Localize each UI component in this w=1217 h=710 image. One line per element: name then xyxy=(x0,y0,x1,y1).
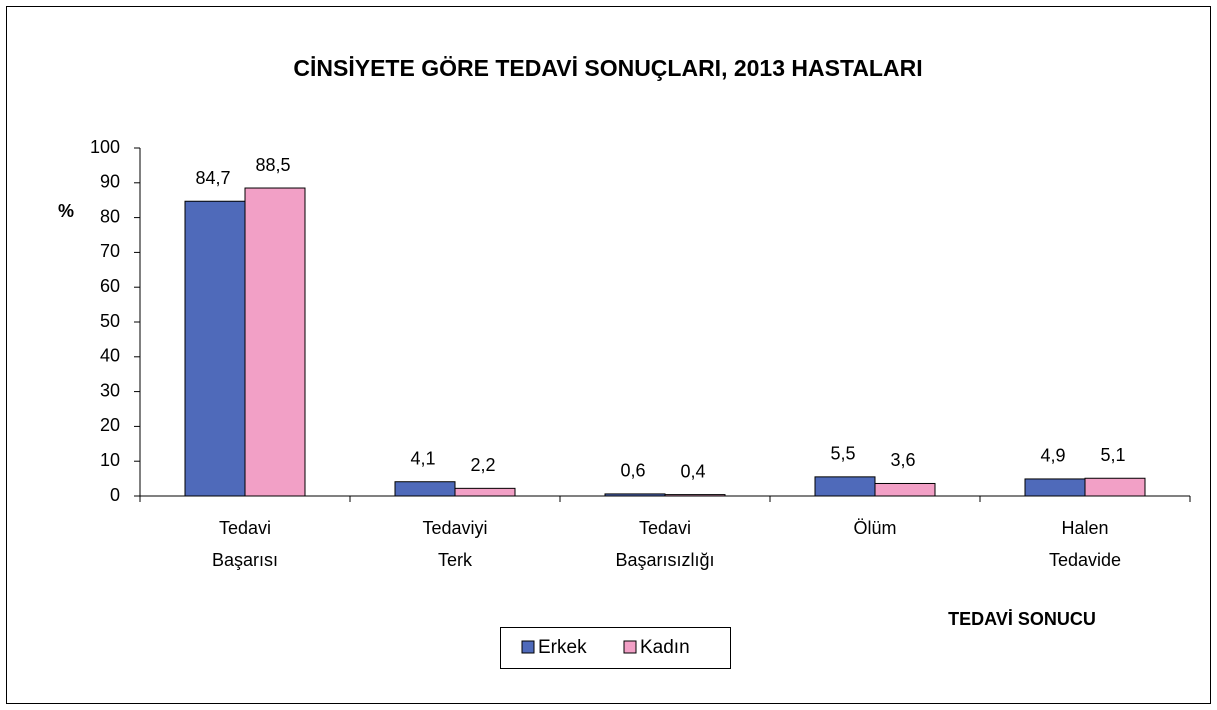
x-tick-label: Tedavi xyxy=(639,518,691,538)
y-tick-label: 40 xyxy=(100,346,120,366)
bar xyxy=(874,482,936,497)
y-tick-label: 80 xyxy=(100,206,120,226)
y-tick-label: 20 xyxy=(100,415,120,435)
x-tick-label: Tedavide xyxy=(1049,550,1121,570)
value-label: 84,7 xyxy=(195,168,230,188)
y-tick-label: 60 xyxy=(100,276,120,296)
y-tick-label: 10 xyxy=(100,450,120,470)
y-tick-label: 100 xyxy=(90,137,120,157)
y-tick-label: 90 xyxy=(100,172,120,192)
bar xyxy=(664,494,726,497)
x-axis-label: TEDAVİ SONUCU xyxy=(948,609,1096,629)
value-label: 3,6 xyxy=(890,450,915,470)
value-label: 88,5 xyxy=(255,155,290,175)
bar xyxy=(394,481,456,497)
bar xyxy=(1084,477,1146,497)
x-tick-label: Başarısızlığı xyxy=(615,550,714,570)
bar xyxy=(814,476,876,497)
bar xyxy=(1024,478,1086,497)
bar xyxy=(184,200,246,497)
legend-label: Kadın xyxy=(640,637,690,658)
x-tick-label: Ölüm xyxy=(853,518,896,538)
y-tick-label: 70 xyxy=(100,241,120,261)
y-tick-label: 50 xyxy=(100,311,120,331)
legend-swatch xyxy=(521,640,535,654)
bar xyxy=(604,493,666,497)
legend-swatch xyxy=(623,640,637,654)
bar xyxy=(454,487,516,497)
legend-label: Erkek xyxy=(538,637,587,658)
x-tick-label: Tedaviyi xyxy=(422,518,487,538)
bar xyxy=(244,187,306,497)
value-label: 0,6 xyxy=(620,461,645,481)
value-label: 4,9 xyxy=(1040,446,1065,466)
value-label: 0,4 xyxy=(680,461,705,481)
chart-title: CİNSİYETE GÖRE TEDAVİ SONUÇLARI, 2013 HA… xyxy=(293,55,922,81)
y-axis-label: % xyxy=(58,201,74,221)
x-tick-label: Halen xyxy=(1061,518,1108,538)
value-label: 2,2 xyxy=(470,455,495,475)
x-tick-label: Terk xyxy=(438,550,473,570)
y-tick-label: 0 xyxy=(110,485,120,505)
x-tick-label: Başarısı xyxy=(212,550,278,570)
value-label: 4,1 xyxy=(410,448,435,468)
x-tick-label: Tedavi xyxy=(219,518,271,538)
legend-box xyxy=(500,627,731,669)
value-label: 5,5 xyxy=(830,444,855,464)
value-label: 5,1 xyxy=(1100,445,1125,465)
y-tick-label: 30 xyxy=(100,380,120,400)
